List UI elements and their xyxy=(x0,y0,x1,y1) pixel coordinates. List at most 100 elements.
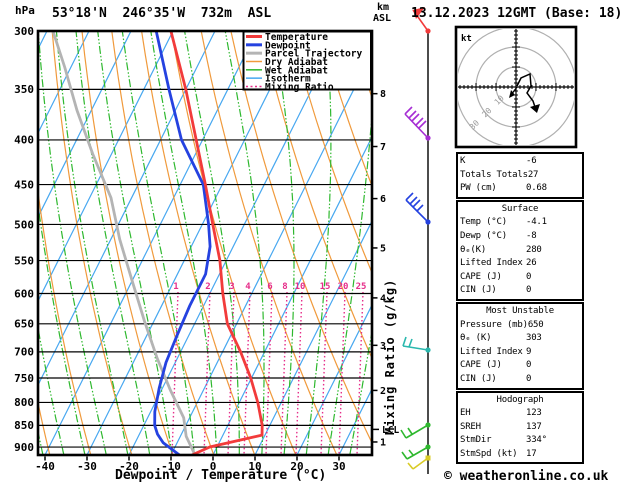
mixing-ratio-line xyxy=(356,291,364,455)
row-label: Dewp (°C) xyxy=(460,230,507,241)
parcel-trajectory-curve xyxy=(51,31,197,455)
temperature-tick-label: -20 xyxy=(119,460,139,473)
pressure-tick-label: 700 xyxy=(14,346,34,359)
temperature-tick-label: -40 xyxy=(35,460,55,473)
table-row: SREH 137 xyxy=(460,421,580,435)
wet-adiabat-line xyxy=(0,31,2,455)
row-value: 26 xyxy=(526,258,537,269)
barb-300-wind-barb-icon xyxy=(412,7,431,34)
wet-adiabat-line xyxy=(75,31,151,455)
legend-entry-label: Dewpoint xyxy=(265,40,311,51)
indices-box-2: Most Unstable Pressure (mb) 650 θₑ (K) 303 Li… xyxy=(456,301,584,390)
km-tick-label: 3 xyxy=(380,341,386,352)
dry-adiabat-line xyxy=(0,31,9,455)
row-label: CAPE (J) xyxy=(460,360,502,371)
isotherm-line xyxy=(296,303,372,455)
table-row: Lifted Index 26 xyxy=(460,257,580,271)
pressure-tick-label: 400 xyxy=(14,134,34,147)
pressure-tick-label: 750 xyxy=(14,372,34,385)
mixing-ratio-line xyxy=(227,291,235,455)
indices-box-header: Surface xyxy=(501,203,539,214)
mixing-ratio-line xyxy=(295,291,303,455)
mixing-ratio-value-label: 3 xyxy=(229,282,234,292)
km-tick-label: 5 xyxy=(380,243,386,254)
isotherm-line xyxy=(254,219,372,455)
table-row: K -6 xyxy=(460,155,580,169)
table-row: Pressure (mb) 650 xyxy=(460,319,580,333)
km-tick-label: 6 xyxy=(380,194,386,205)
wet-adiabat-line xyxy=(184,31,240,455)
pressure-tick-label: 650 xyxy=(14,318,34,331)
table-row: CIN (J) 0 xyxy=(460,284,580,298)
table-row: Lifted Index 9 xyxy=(460,346,580,360)
legend-entry-label: Dry Adiabat xyxy=(265,57,328,68)
legend-entry-label: Wet Adiabat xyxy=(265,65,328,76)
row-label: θₑ(K) xyxy=(460,244,487,255)
barb-900-wind-barb-icon xyxy=(401,444,431,460)
row-label: EH xyxy=(460,408,471,419)
dry-adiabat-line xyxy=(81,31,174,455)
isotherm-line xyxy=(38,31,90,135)
table-row: PW (cm) 0.68 xyxy=(460,182,580,196)
copyright-text: © weatheronline.co.uk xyxy=(444,469,609,484)
wet-adiabat-line xyxy=(121,31,195,455)
row-value: 0 xyxy=(526,373,532,384)
row-value: 0 xyxy=(526,360,532,371)
barb-surface-wind-barb-icon xyxy=(407,455,431,470)
dry-adiabat-line xyxy=(319,31,372,188)
row-label: CIN (J) xyxy=(460,373,497,384)
legend-entry-label: Isotherm xyxy=(265,74,311,85)
mixing-ratio-value-label: 2 xyxy=(205,282,210,292)
row-value: 303 xyxy=(526,333,542,344)
row-label: StmSpd (kt) xyxy=(460,448,518,459)
hodograph-unit-label: kt xyxy=(461,34,472,44)
dry-adiabat-line xyxy=(51,31,133,455)
row-value: 280 xyxy=(526,244,542,255)
mixing-ratio-value-label: 15 xyxy=(320,282,331,292)
row-value: 0.68 xyxy=(526,183,547,194)
row-value: 9 xyxy=(526,346,532,357)
temperature-tick-label: -10 xyxy=(161,460,181,473)
pressure-tick-label: 600 xyxy=(14,287,34,300)
isotherm-line xyxy=(44,31,258,455)
isotherm-line xyxy=(212,135,372,455)
isotherm-line xyxy=(38,31,132,219)
hodograph-trace-arrowhead xyxy=(530,104,540,113)
indices-box-0: K -6 Totals Totals 27 PW (cm) 0.68 xyxy=(456,152,584,199)
temperature-curve xyxy=(169,31,264,455)
storm-motion-arrowhead xyxy=(509,90,515,98)
table-row: CIN (J) 0 xyxy=(460,373,580,387)
indices-box-3: Hodograph EH 123 SREH 137 StmDir 334° StmSpd (k… xyxy=(456,390,584,465)
pressure-tick-label: 800 xyxy=(14,396,34,409)
row-value: 0 xyxy=(526,285,532,296)
plot-area xyxy=(0,31,629,455)
dry-adiabat-line xyxy=(111,31,215,455)
mixing-ratio-value-label: 1 xyxy=(173,282,178,292)
wet-adiabat-line xyxy=(97,31,173,455)
row-label: Totals Totals xyxy=(460,169,528,180)
wet-adiabat-line xyxy=(55,31,129,455)
dry-adiabat-line xyxy=(618,31,629,455)
hodograph-trace xyxy=(516,72,537,111)
row-label: K xyxy=(460,156,466,166)
dry-adiabat-line xyxy=(260,31,372,360)
dry-adiabat-line xyxy=(38,400,51,455)
row-label: CAPE (J) xyxy=(460,271,502,282)
dry-adiabat-line xyxy=(38,187,92,455)
pressure-tick-label: 350 xyxy=(14,83,34,96)
row-label: Pressure (mb) xyxy=(460,319,528,330)
isotherm-line xyxy=(38,31,174,303)
indices-panel: K -6 Totals Totals 27 PW (cm) 0.68 Surface Temp… xyxy=(456,152,584,465)
mixing-ratio-value-label: 6 xyxy=(267,282,272,292)
row-label: SREH xyxy=(460,421,481,432)
barb-400-wind-barb-icon xyxy=(404,106,431,141)
row-value: 27 xyxy=(527,169,539,180)
lcl-label: LCL xyxy=(382,425,399,436)
wet-adiabat-line xyxy=(305,31,332,455)
row-label: Lifted Index xyxy=(460,258,523,269)
legend-entry-label: Mixing Ratio xyxy=(265,82,334,93)
indices-box-1: Surface Temp (°C) -4.1 Dewp (°C) -8 θₑ(K) 280 L… xyxy=(456,199,584,301)
isotherm-line xyxy=(86,31,300,455)
